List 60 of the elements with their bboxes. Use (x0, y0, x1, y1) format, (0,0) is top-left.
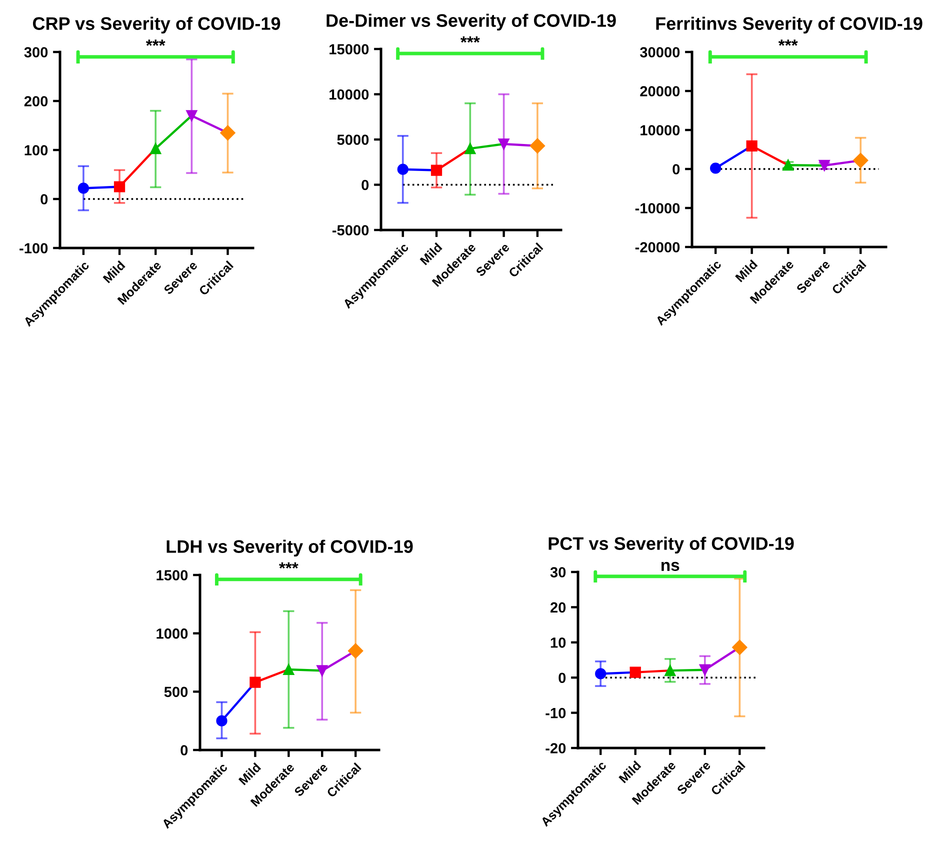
y-tick-label: -20000 (635, 242, 680, 252)
text: *** (460, 36, 480, 43)
chart-title: Ferritinvs Severity of COVID-19 (656, 16, 922, 34)
point (710, 162, 722, 174)
point (250, 676, 261, 688)
text: *** (778, 40, 798, 46)
y-tick-label: 30000 (640, 47, 680, 58)
y-tick-label: -20 (546, 743, 566, 754)
point (78, 182, 90, 194)
y-tick-label: 100 (24, 145, 48, 156)
chart-title: PCT vs Severity of COVID-19 (548, 536, 794, 554)
y-tick-label: 30 (550, 567, 566, 578)
point (220, 125, 236, 140)
y-tick-label: 10000 (330, 89, 369, 100)
point (114, 181, 126, 192)
point (732, 640, 748, 655)
text: *** (278, 562, 298, 569)
point (530, 138, 546, 154)
chart-title: De-Dimer vs Severity of COVID-19 (326, 14, 616, 31)
point (150, 142, 162, 154)
y-tick-label: 1500 (156, 570, 188, 580)
point (216, 715, 228, 726)
point (782, 160, 794, 171)
y-tick-label: 10 (550, 638, 566, 648)
text: *** (146, 40, 166, 46)
y-tick-label: 20000 (640, 86, 680, 96)
text: ns (662, 562, 680, 571)
y-tick-label: 5000 (337, 134, 369, 145)
point (283, 664, 294, 676)
chart-title: CRP vs Severity of COVID-19 (32, 16, 280, 34)
y-tick-label: -10 (546, 708, 566, 718)
y-tick-label: 0 (362, 180, 369, 190)
y-tick-label: 0 (40, 194, 48, 204)
y-tick-label: 300 (24, 47, 48, 58)
chart-title: LDH vs Severity of COVID-19 (166, 540, 413, 557)
point (464, 142, 476, 154)
y-tick-label: -5000 (332, 225, 369, 236)
point (397, 164, 408, 175)
y-tick-label: 10000 (640, 125, 680, 136)
y-tick-label: 20 (550, 602, 566, 613)
y-tick-label: -100 (20, 243, 48, 254)
y-tick-label: 0 (672, 164, 680, 174)
point (595, 668, 606, 680)
point (853, 152, 868, 168)
y-tick-label: 0 (558, 672, 566, 684)
y-tick-label: 15000 (330, 44, 369, 54)
y-tick-label: 1000 (156, 628, 188, 639)
y-tick-label: -10000 (635, 203, 680, 214)
point (430, 164, 442, 176)
point (664, 665, 676, 676)
point (186, 110, 198, 122)
point (818, 160, 830, 172)
point (348, 643, 364, 658)
point (699, 664, 710, 676)
y-tick-label: 500 (164, 686, 188, 698)
point (746, 140, 758, 152)
point (498, 138, 510, 150)
y-tick-label: 200 (24, 96, 48, 106)
point (316, 665, 328, 676)
y-tick-label: 0 (180, 745, 188, 756)
